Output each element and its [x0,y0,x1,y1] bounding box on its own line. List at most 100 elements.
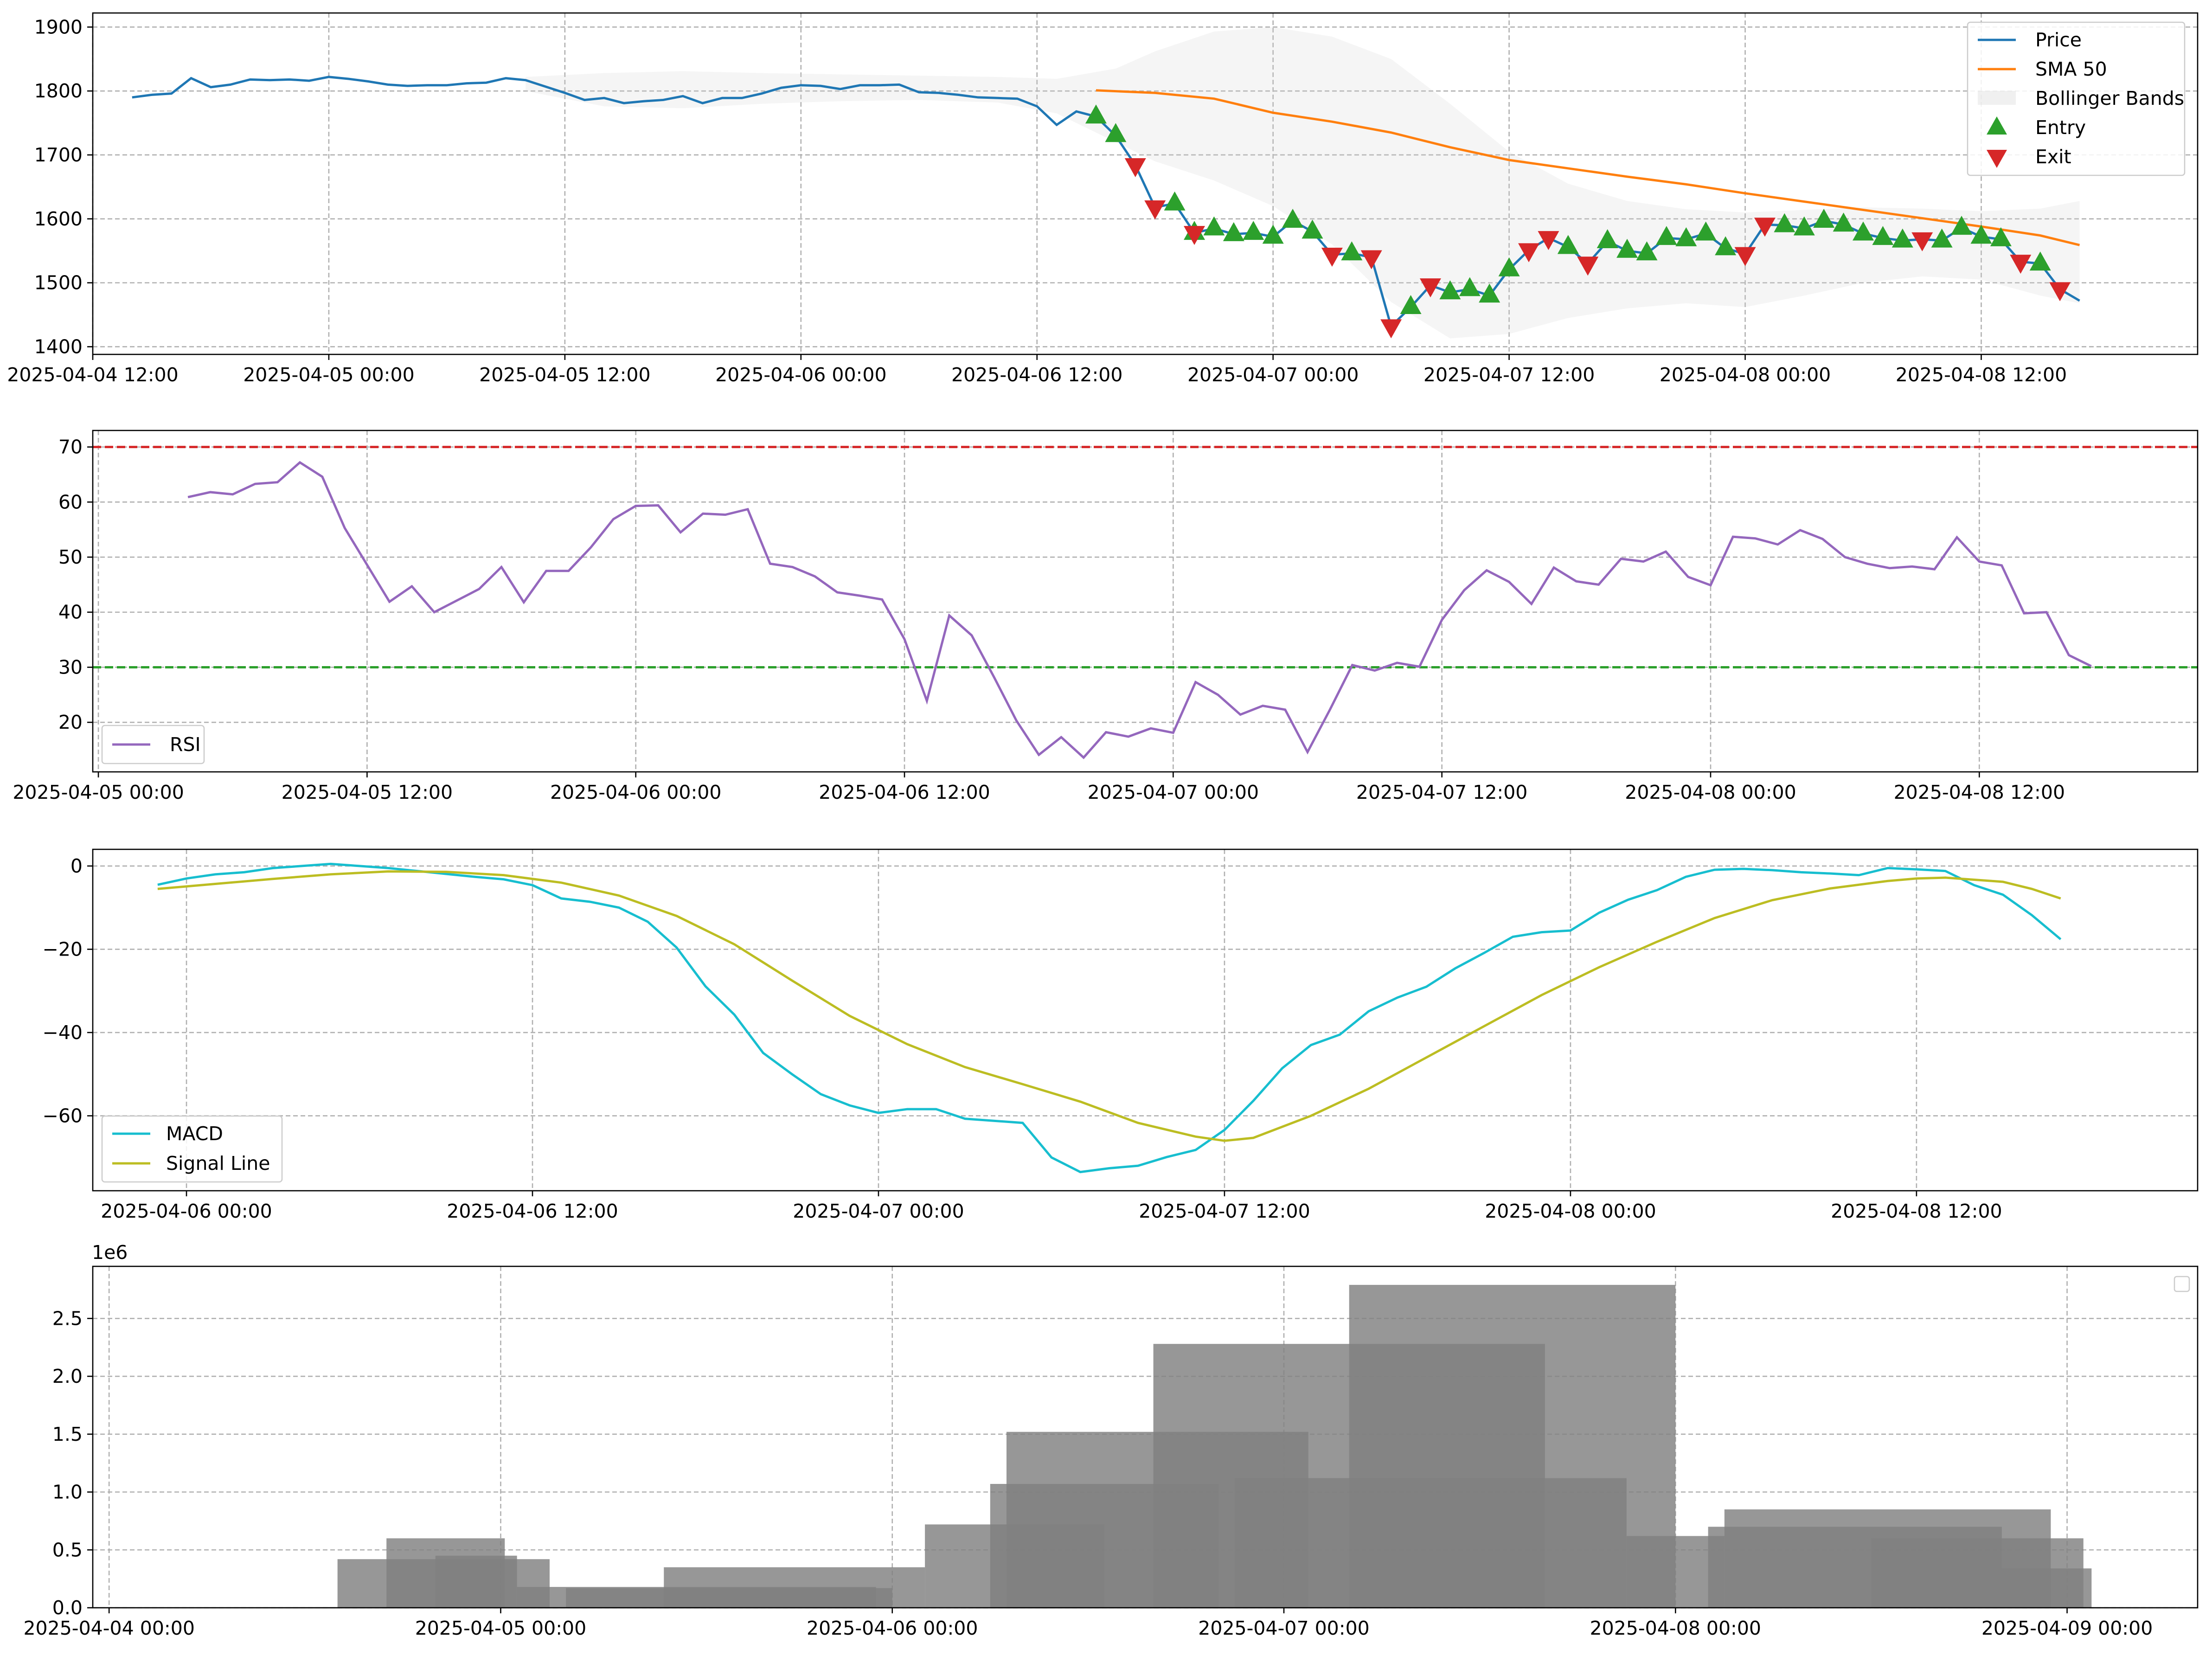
entry-marker [1262,225,1284,244]
x-tick-label: 2025-04-04 00:00 [23,1617,194,1639]
legend-label: RSI [170,733,201,756]
entry-marker [1695,221,1717,241]
entry-marker [1282,208,1304,228]
y-tick-label: 0.5 [52,1539,83,1561]
x-tick-label: 2025-04-05 12:00 [479,364,650,386]
entry-marker [1715,236,1737,256]
x-tick-label: 2025-04-08 00:00 [1625,781,1796,803]
y-tick-label: 1400 [34,335,83,358]
entry-marker [1872,226,1894,245]
exit-marker [1124,158,1146,178]
legend-box [1967,21,2186,176]
entry-marker [1400,295,1422,315]
exit-marker [1518,243,1540,263]
entry-marker [1655,226,1677,245]
x-tick-label: 2025-04-08 12:00 [1894,781,2065,803]
x-tick-label: 2025-04-07 00:00 [1198,1617,1369,1639]
x-tick-label: 2025-04-06 12:00 [951,364,1122,386]
macd-line [157,862,2062,1174]
x-tick-label: 2025-04-06 00:00 [550,781,721,803]
entry-marker [1498,257,1520,276]
y-tick-label: 20 [58,711,83,733]
legend-entry-swatch [1987,116,2007,135]
y-tick-label: −60 [42,1104,83,1127]
entry-marker [1203,216,1225,236]
exit-marker [1734,247,1756,266]
entry-marker [1302,219,1323,239]
entry-marker [1596,229,1618,249]
x-tick-label: 2025-04-09 00:00 [1981,1617,2153,1639]
entry-marker [1951,216,1973,235]
volume-bar [2001,1568,2092,1608]
exit-marker [1184,226,1205,245]
legend-label: Bollinger Bands [2035,87,2184,109]
entry-marker [1853,221,1874,241]
x-tick-label: 2025-04-06 00:00 [807,1617,978,1639]
y-tick-label: 70 [58,436,83,458]
y-tick-label: 1700 [34,144,83,166]
volume-chart-panel: 1e6 2025-04-04 00:00 2025-04-05 00:00 2025-… [23,1241,2199,1639]
entry-marker [1223,222,1244,241]
x-tick-label: 2025-04-07 00:00 [1088,781,1259,803]
x-tick-label: 2025-04-07 12:00 [1423,364,1595,386]
entry-marker [1891,228,1913,248]
entry-marker [1793,216,1815,236]
y-tick-label: 0.0 [52,1597,83,1619]
plot-frame [92,1265,2199,1609]
x-tick-label: 2025-04-08 00:00 [1590,1617,1761,1639]
x-tick-label: 2025-04-05 00:00 [13,781,184,803]
x-tick-label: 2025-04-06 00:00 [101,1200,272,1222]
plot-frame [92,848,2199,1192]
gridlines [92,13,2198,354]
y-tick-label: 60 [58,491,83,513]
exit-marker [1538,231,1559,250]
entry-marker [1931,228,1953,248]
exit-marker [1144,200,1166,219]
y-tick-label: 50 [58,546,83,568]
x-tick-label: 2025-04-07 12:00 [1356,781,1527,803]
entry-marker [1813,208,1835,228]
exit-marker [1360,250,1382,270]
exit-marker [1754,218,1776,237]
entry-marker [1774,213,1795,232]
x-tick-label: 2025-04-06 12:00 [819,781,990,803]
x-tick-label: 2025-04-05 00:00 [415,1617,586,1639]
y-tick-label: 1500 [34,272,83,294]
x-tick-label: 2025-04-08 12:00 [1896,364,2067,386]
volume-bar [664,1567,925,1608]
y-tick-label: 1900 [34,16,83,38]
entry-marker [1479,283,1500,303]
y-tick-label: 1.0 [52,1481,83,1503]
entry-marker [1616,238,1638,258]
y-tick-label: −40 [42,1021,83,1044]
gridlines [93,849,2198,1191]
empty-legend-box [2174,1276,2190,1292]
x-tick-label: 2025-04-08 00:00 [1485,1200,1656,1222]
price-line [132,76,2080,329]
x-tick-label: 2025-04-08 12:00 [1831,1200,2002,1222]
legend-label: Price [2035,29,2082,51]
exit-marker [1321,247,1343,267]
sma-50-line [1096,89,2080,246]
y-tick-label: 40 [58,601,83,623]
bollinger-bands-area [526,27,2080,339]
exit-marker [1911,232,1933,251]
x-tick-label: 2025-04-04 12:00 [7,364,178,386]
entry-marker [1833,212,1854,232]
macd-chart-panel: 2025-04-06 00:00 2025-04-06 12:00 2025-04-… [42,848,2199,1222]
entry-marker [1243,221,1264,240]
plot-frame [92,12,2199,355]
entry-marker [1439,280,1461,300]
entry-marker [1557,235,1579,254]
rsi-chart-panel: 2025-04-05 00:00 2025-04-05 12:00 2025-04-… [13,430,2199,803]
price-chart-panel: 2025-04-04 12:00 2025-04-05 00:00 2025-04-… [7,12,2199,386]
legend-box [101,725,205,764]
entry-marker [1459,277,1481,296]
entry-marker [1675,227,1697,246]
entry-marker [1164,191,1186,211]
entry-marker [1341,241,1363,261]
y-tick-label: 0 [71,855,83,877]
x-tick-label: 2025-04-06 12:00 [447,1200,618,1222]
